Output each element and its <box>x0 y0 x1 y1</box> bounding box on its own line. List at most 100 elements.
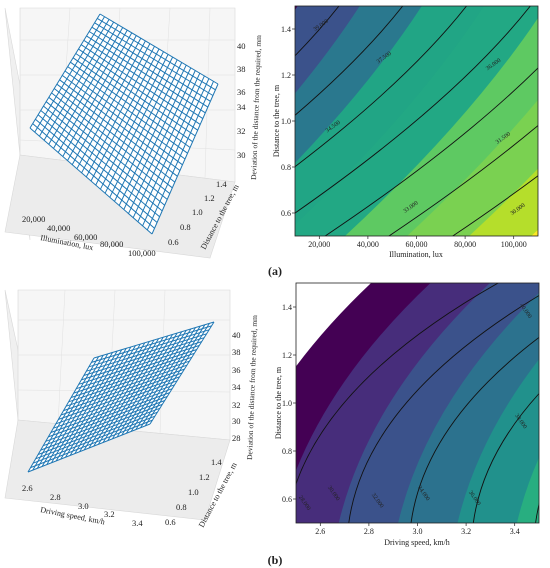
z-tick: 34 <box>232 382 241 392</box>
z-tick: 36 <box>232 365 241 375</box>
mesh-line <box>97 336 164 445</box>
mesh-line <box>86 333 207 372</box>
x-tick: 20,000 <box>308 240 330 249</box>
mesh-line <box>67 66 188 154</box>
z-tick: 36 <box>237 87 246 97</box>
contour-line <box>295 6 404 116</box>
x-tick: 3.4 <box>132 518 143 528</box>
contour-band <box>457 359 539 523</box>
y-tick: 1.0 <box>281 117 291 126</box>
x-tick: 40,000 <box>47 223 70 233</box>
mesh-line <box>78 48 198 131</box>
y-tick: 1.2 <box>281 71 291 80</box>
contour-line <box>348 295 539 523</box>
y-tick: 0.6 <box>282 495 292 504</box>
contour-band <box>517 457 539 523</box>
panel-label-a: (a) <box>268 264 282 278</box>
mesh-line <box>76 349 197 390</box>
mesh-line <box>94 22 214 96</box>
z-tick: 40 <box>237 41 246 51</box>
mesh-line <box>116 331 183 438</box>
x-tick: 20,000 <box>22 214 45 224</box>
mesh-line <box>112 332 178 440</box>
y-tick: 1.0 <box>188 487 199 497</box>
z-tick: 40 <box>232 330 241 340</box>
mesh-line <box>118 64 187 206</box>
y-axis-ticks: 0.6 0.8 1.0 1.2 1.4 <box>165 457 222 527</box>
y-tick: 1.2 <box>199 472 210 482</box>
mesh-line <box>144 323 210 427</box>
x-tick: 3.0 <box>413 527 423 536</box>
z-axis-ticks: 30 32 34 36 38 40 <box>237 41 246 160</box>
mesh-line <box>149 321 215 425</box>
mesh-line <box>88 339 155 449</box>
mesh-line <box>104 56 174 194</box>
mesh-line <box>65 364 188 407</box>
mesh-line <box>83 39 204 120</box>
contour-line <box>410 337 539 523</box>
mesh-line <box>86 35 206 114</box>
mesh-line <box>93 338 160 447</box>
panel-label-b: (b) <box>268 553 283 567</box>
mesh-line <box>91 325 212 363</box>
mesh-line <box>121 330 187 436</box>
y-tick: 0.8 <box>176 502 187 512</box>
x-axis-label: Driving speed, km/h <box>40 505 106 526</box>
y-tick: 0.8 <box>282 447 292 456</box>
contour-band <box>295 6 360 94</box>
x-axis-label: Illumination, lux <box>389 250 443 259</box>
y-tick: 1.2 <box>282 351 292 360</box>
y-tick: 1.2 <box>204 193 215 203</box>
mesh-line <box>78 345 200 385</box>
surface-mesh <box>27 321 215 473</box>
z-axis-ticks: 28 30 32 34 36 38 40 <box>232 330 241 443</box>
z-tick: 28 <box>232 433 241 443</box>
x-tick: 40,000 <box>357 240 379 249</box>
mesh-line <box>88 329 210 368</box>
contour-line <box>472 393 539 523</box>
mesh-line <box>91 26 211 102</box>
mesh-line <box>137 75 205 223</box>
y-tick: 1.0 <box>192 207 203 217</box>
mesh-line <box>73 352 195 394</box>
y-tick: 0.8 <box>180 222 191 232</box>
contour-lines <box>296 283 539 523</box>
y-tick: 1.4 <box>282 303 292 312</box>
z-tick: 38 <box>232 347 241 357</box>
mesh-line <box>142 78 210 227</box>
mesh-line <box>68 360 190 403</box>
y-tick: 1.4 <box>211 457 222 467</box>
y-tick: 0.8 <box>281 163 291 172</box>
x-axis-label: Driving speed, km/h <box>384 538 450 547</box>
contour-line <box>451 175 538 236</box>
mesh-line <box>70 61 191 148</box>
x-tick: 100,000 <box>128 248 156 258</box>
mesh-line <box>123 67 192 210</box>
y-axis-label: Distance to the tree, m <box>274 366 283 439</box>
y-axis-ticks: 0.6 0.8 1.0 1.2 1.4 <box>281 25 291 218</box>
y-axis-label: Distance to the tree, m <box>272 84 281 157</box>
mesh-line <box>130 327 196 432</box>
x-tick: 60,000 <box>74 232 97 242</box>
mesh-line <box>107 334 173 441</box>
x-tick: 80,000 <box>454 240 476 249</box>
contour-band <box>295 6 298 10</box>
z-tick: 32 <box>237 126 246 136</box>
mesh-line <box>128 70 196 214</box>
x-tick: 3.2 <box>104 509 115 519</box>
z-tick: 30 <box>237 150 246 160</box>
y-tick: 0.6 <box>165 517 176 527</box>
x-tick: 2.8 <box>364 527 374 536</box>
z-tick: 34 <box>237 102 246 112</box>
x-tick: 2.8 <box>50 492 61 502</box>
contour-fills <box>296 283 539 523</box>
z-tick: 32 <box>232 400 241 410</box>
x-tick: 100,000 <box>501 240 527 249</box>
x-axis-ticks: 2.6 2.8 3.0 3.2 3.4 <box>22 483 143 528</box>
x-tick: 2.6 <box>22 483 33 493</box>
mesh-line <box>97 17 216 91</box>
x-axis-ticks: 2.6 2.8 3.0 3.2 3.4 <box>315 527 519 536</box>
mesh-line <box>81 341 202 381</box>
